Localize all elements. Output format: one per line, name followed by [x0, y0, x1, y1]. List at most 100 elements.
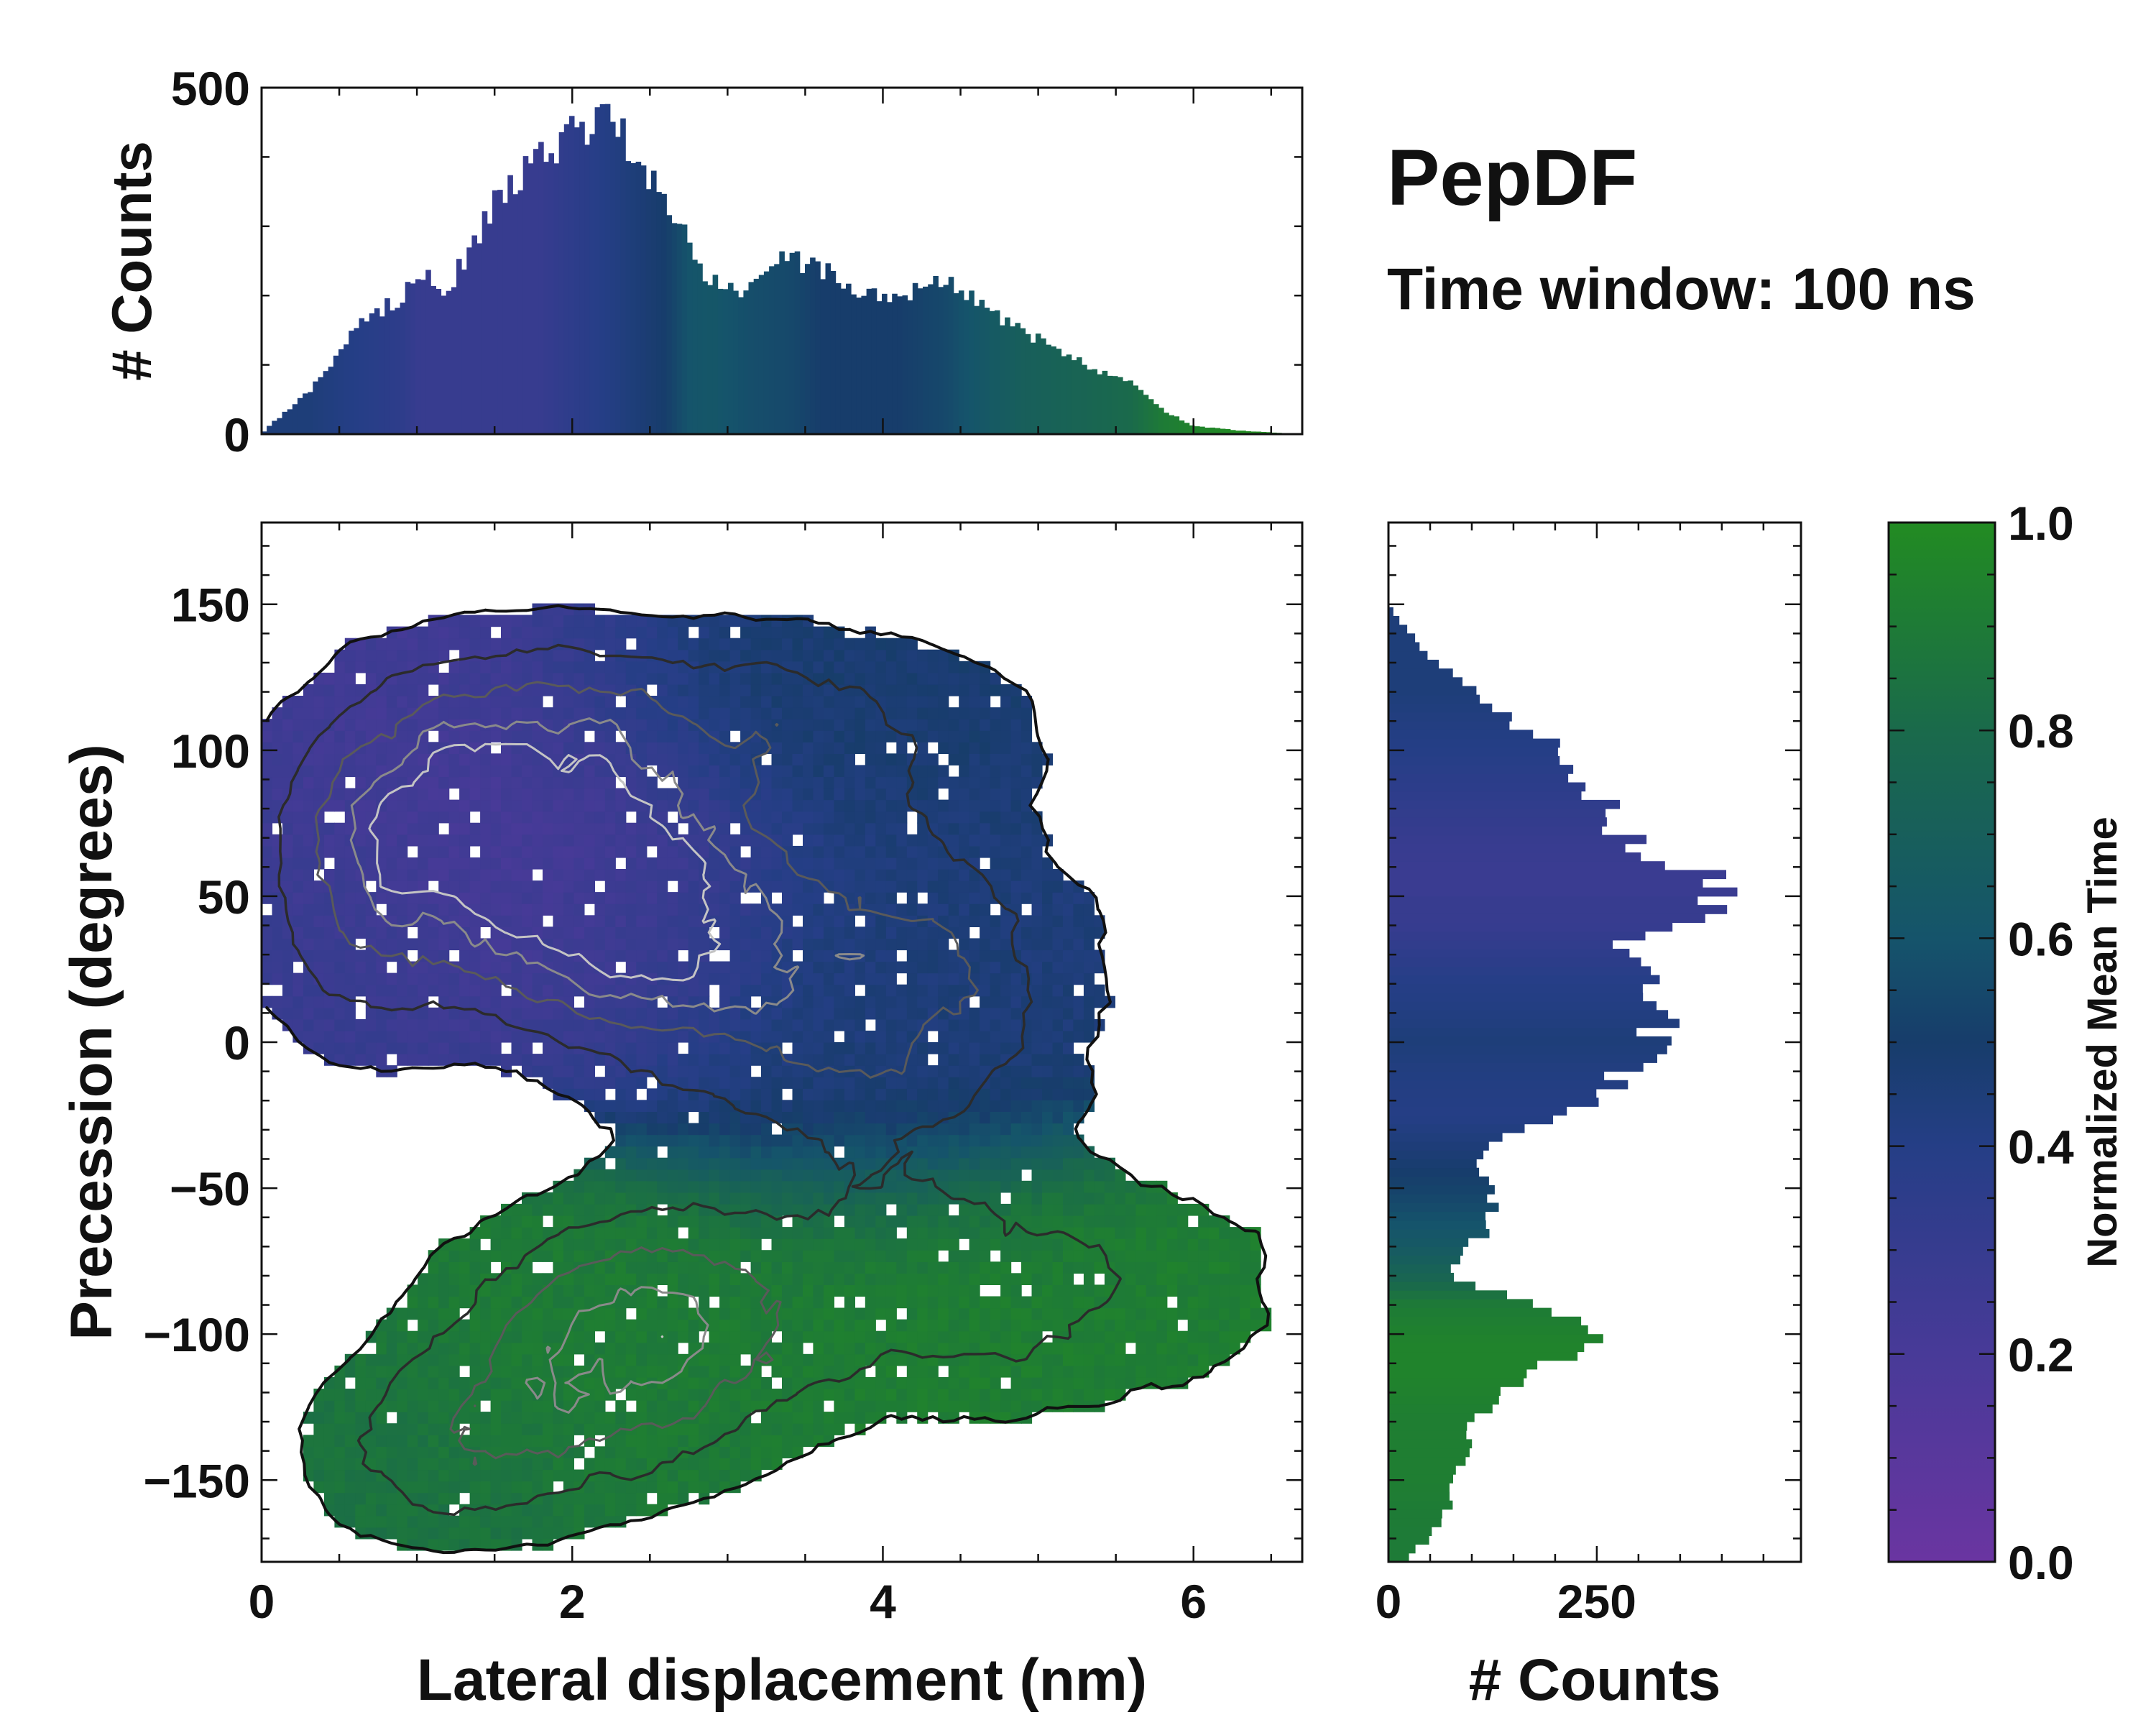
heatmap-cell	[771, 1157, 783, 1170]
heatmap-cell	[740, 1100, 752, 1112]
heatmap-cell	[334, 1469, 346, 1482]
heatmap-cell	[522, 1215, 533, 1228]
heatmap-cell	[594, 1157, 606, 1170]
heatmap-cell	[594, 1458, 606, 1471]
heatmap-cell	[604, 1111, 616, 1124]
heatmap-cell	[428, 938, 439, 951]
heatmap-cell	[948, 1250, 959, 1262]
heatmap-cell	[782, 1342, 793, 1355]
heatmap-cell	[823, 857, 834, 870]
heatmap-cell	[885, 1353, 897, 1366]
heatmap-cell	[532, 776, 543, 789]
heatmap-cell	[803, 799, 814, 812]
heatmap-cell	[604, 880, 616, 893]
heatmap-cell	[875, 1307, 887, 1320]
heatmap-cell	[969, 1342, 980, 1355]
heatmap-cell	[885, 1054, 897, 1066]
heatmap-cell	[792, 765, 803, 778]
heatmap-cell	[823, 1169, 834, 1182]
heatmap-cell	[469, 1307, 481, 1320]
heatmap-cell	[792, 1400, 803, 1412]
heatmap-cell	[407, 753, 418, 765]
heatmap-cell	[448, 972, 460, 985]
heatmap-cell	[1135, 1307, 1147, 1320]
heatmap-cell	[834, 880, 845, 893]
heatmap-cell	[303, 1030, 314, 1043]
heatmap-cell	[646, 1111, 658, 1124]
heatmap-cell	[729, 961, 741, 974]
heatmap-cell	[803, 1018, 814, 1031]
heatmap-cell	[365, 1376, 377, 1389]
heatmap-cell	[813, 719, 824, 731]
heatmap-cell	[501, 995, 512, 1008]
heatmap-cell	[688, 1342, 699, 1355]
heatmap-cell	[636, 811, 648, 824]
heatmap-cell	[844, 1018, 855, 1031]
heatmap-cell	[875, 1134, 887, 1147]
heatmap-cell	[1031, 995, 1043, 1008]
heatmap-cell	[729, 857, 741, 870]
heatmap-cell	[532, 972, 543, 985]
heatmap-cell	[469, 799, 481, 812]
heatmap-cell	[282, 822, 294, 835]
top-histogram-bar	[379, 316, 385, 434]
heatmap-cell	[397, 1330, 408, 1343]
heatmap-cell	[771, 1365, 783, 1378]
top-histogram-bar	[1035, 334, 1041, 434]
heatmap-cell	[969, 742, 980, 754]
heatmap-cell	[823, 1389, 834, 1401]
heatmap-cell	[875, 869, 887, 881]
heatmap-cell	[397, 915, 408, 927]
heatmap-cell	[511, 788, 522, 801]
heatmap-cell	[834, 1365, 845, 1378]
heatmap-cell	[875, 1330, 887, 1343]
heatmap-cell	[511, 869, 522, 881]
heatmap-cell	[740, 1458, 752, 1471]
heatmap-cell	[584, 949, 595, 962]
heatmap-cell	[980, 1169, 991, 1182]
heatmap-cell	[604, 1296, 616, 1309]
heatmap-cell	[959, 776, 970, 789]
heatmap-cell	[823, 1227, 834, 1239]
heatmap-cell	[1052, 1042, 1064, 1054]
heatmap-cell	[397, 961, 408, 974]
heatmap-cell	[844, 1007, 855, 1020]
heatmap-cell	[990, 730, 1001, 742]
heatmap-cell	[636, 1054, 648, 1066]
heatmap-cell	[875, 915, 887, 927]
heatmap-cell	[511, 1330, 522, 1343]
heatmap-cell	[813, 1007, 824, 1020]
heatmap-cell	[792, 1146, 803, 1159]
heatmap-cell	[615, 915, 627, 927]
heatmap-cell	[709, 1307, 720, 1320]
heatmap-cell	[625, 1261, 637, 1274]
heatmap-cell	[709, 1054, 720, 1066]
heatmap-cell	[438, 1458, 450, 1471]
heatmap-cell	[1073, 1250, 1084, 1262]
heatmap-cell	[782, 915, 793, 927]
heatmap-cell	[969, 1250, 980, 1262]
heatmap-cell	[657, 1400, 668, 1412]
heatmap-cell	[448, 822, 460, 835]
heatmap-cell	[1010, 799, 1022, 812]
heatmap-cell	[875, 1111, 887, 1124]
heatmap-cell	[584, 1018, 595, 1031]
heatmap-cell	[1052, 1376, 1064, 1389]
heatmap-cell	[750, 1423, 762, 1435]
heatmap-cell	[511, 1527, 522, 1540]
top-histogram-bar	[717, 288, 724, 434]
heatmap-cell	[667, 857, 678, 870]
heatmap-cell	[959, 845, 970, 858]
heatmap-cell	[667, 1146, 678, 1159]
heatmap-cell	[282, 857, 294, 870]
heatmap-cell	[428, 1469, 439, 1482]
heatmap-cell	[594, 995, 606, 1008]
heatmap-cell	[823, 719, 834, 731]
heatmap-cell	[615, 903, 627, 916]
heatmap-cell	[980, 1018, 991, 1031]
heatmap-cell	[667, 1203, 678, 1216]
heatmap-cell	[938, 869, 949, 881]
heatmap-cell	[1146, 1238, 1157, 1251]
heatmap-cell	[334, 972, 346, 985]
heatmap-cell	[803, 984, 814, 997]
